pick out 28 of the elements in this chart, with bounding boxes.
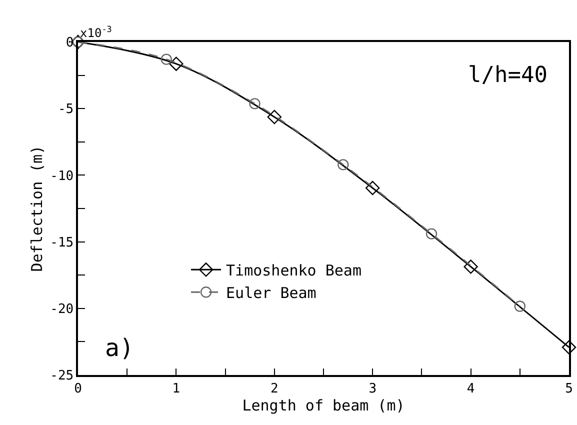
x-tick-label: 3 [368, 381, 377, 396]
point [338, 159, 349, 170]
y-tick-label: -25 [50, 368, 74, 384]
point [464, 260, 478, 274]
point [514, 300, 526, 312]
point [426, 228, 438, 240]
x-axis-title: Length of beam (m) [242, 396, 405, 414]
x-tick-label: 2 [270, 381, 278, 396]
point [366, 180, 380, 196]
legend-label: Euler Beam [226, 284, 316, 302]
y-tick-label: 0 [66, 36, 74, 51]
x-tick-label: 4 [466, 381, 475, 396]
point [169, 56, 184, 71]
annotation: a) [105, 334, 134, 362]
point [267, 110, 282, 124]
x-tick-label: 5 [565, 381, 573, 396]
y-tick-label: -5 [58, 102, 74, 118]
legend-label: Timoshenko Beam [226, 262, 362, 280]
text: x10$^{-3}$ [80, 24, 112, 40]
y-tick-label: -10 [50, 168, 74, 184]
x-tick-label: 1 [172, 381, 180, 396]
point [562, 340, 576, 354]
point [249, 98, 260, 110]
y-axis-title: Deflection (m) [28, 145, 46, 272]
y-tick-label: -15 [50, 235, 74, 250]
annotation: l/h=40 [468, 63, 548, 88]
point [160, 54, 172, 65]
y-tick-label: -20 [50, 302, 74, 317]
